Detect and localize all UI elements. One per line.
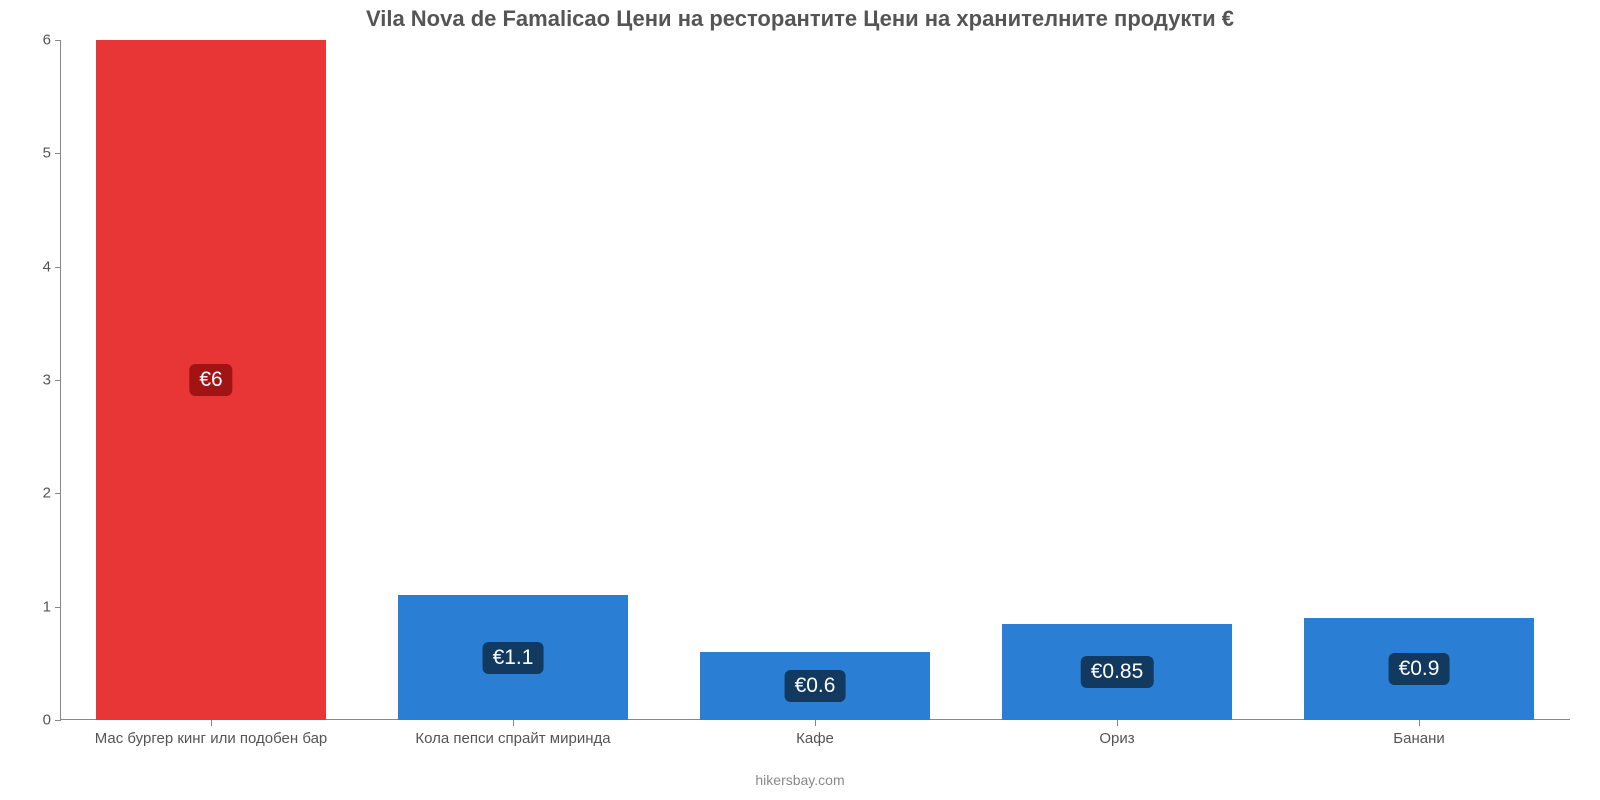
bar-slot: €0.85Ориз xyxy=(966,40,1268,720)
x-tick-label: Кафе xyxy=(796,720,834,747)
x-tick-label: Банани xyxy=(1393,720,1444,747)
chart-plot-area: 0123456 €6Мас бургер кинг или подобен ба… xyxy=(60,40,1570,720)
bars-container: €6Мас бургер кинг или подобен бар€1.1Кол… xyxy=(60,40,1570,720)
bar-value-label: €0.85 xyxy=(1081,656,1154,688)
x-tick-label: Мас бургер кинг или подобен бар xyxy=(95,720,328,747)
bar-slot: €0.6Кафе xyxy=(664,40,966,720)
bar-value-label: €0.9 xyxy=(1389,653,1450,685)
x-tick-label: Кола пепси спрайт миринда xyxy=(415,720,610,747)
bar-value-label: €0.6 xyxy=(785,670,846,702)
x-tick-label: Ориз xyxy=(1099,720,1134,747)
bar-slot: €0.9Банани xyxy=(1268,40,1570,720)
bar-slot: €6Мас бургер кинг или подобен бар xyxy=(60,40,362,720)
bar-value-label: €1.1 xyxy=(483,642,544,674)
chart-title: Vila Nova de Famalicao Цени на ресторант… xyxy=(0,0,1600,32)
bar-value-label: €6 xyxy=(189,364,232,396)
y-tick-mark xyxy=(55,720,61,721)
attribution-text: hikersbay.com xyxy=(755,772,844,788)
bar-slot: €1.1Кола пепси спрайт миринда xyxy=(362,40,664,720)
